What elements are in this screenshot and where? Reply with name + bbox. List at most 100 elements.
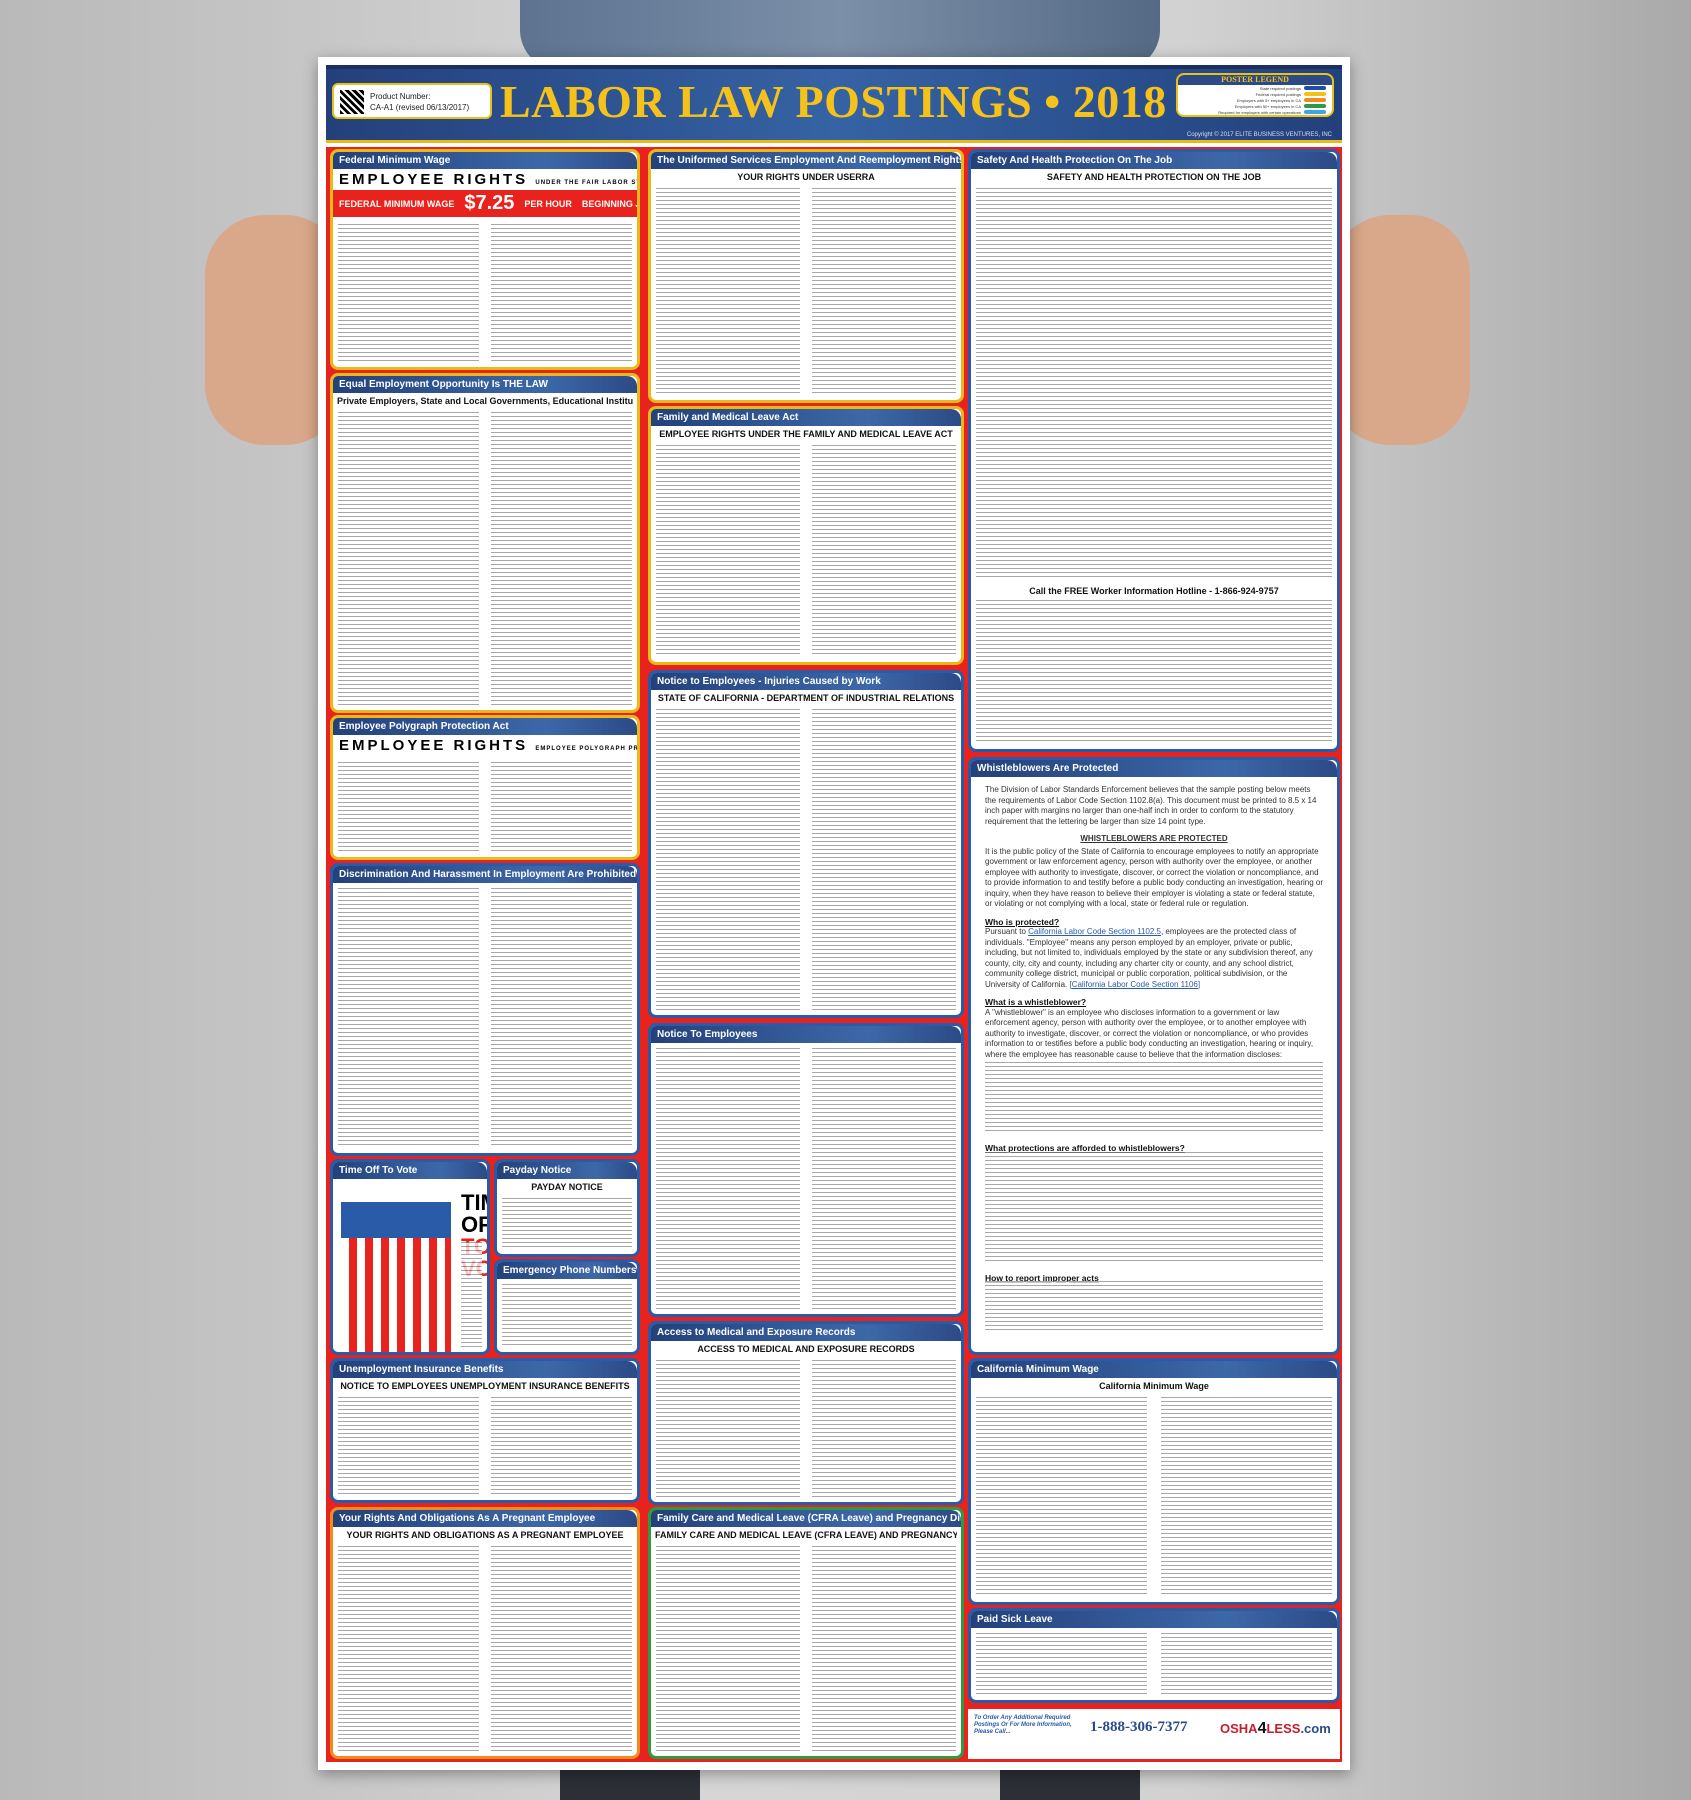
body-text <box>985 1062 1323 1132</box>
section-title: Paid Sick Leave <box>971 1611 1337 1628</box>
postings-grid: Federal Minimum Wage EMPLOYEE RIGHTS UNDE… <box>326 147 1342 1762</box>
body-text <box>502 1198 632 1249</box>
section-subtitle: FAMILY CARE AND MEDICAL LEAVE (CFRA LEAV… <box>655 1530 957 1540</box>
legend-item: Employers with 50+ employees in CA <box>1178 103 1332 109</box>
body-text <box>338 1546 632 1751</box>
section-title: Federal Minimum Wage <box>333 152 637 169</box>
right-hand <box>1330 215 1470 445</box>
body-text <box>338 762 632 852</box>
legend-item: Federal required postings <box>1178 91 1332 97</box>
right-leg <box>1000 1770 1140 1800</box>
section-camw: California Minimum Wage California Minimu… <box>968 1358 1340 1605</box>
section-subtitle: PAYDAY NOTICE <box>531 1182 603 1192</box>
section-subtitle: EMPLOYEE RIGHTS UNDER THE FAMILY AND MED… <box>659 429 953 439</box>
legend-item: State required postings <box>1178 85 1332 91</box>
section-unemp: Unemployment Insurance Benefits NOTICE TO… <box>330 1358 640 1503</box>
er-subtitle: UNDER THE FAIR LABOR STANDARDS ACT <box>535 180 640 186</box>
body-text <box>656 1048 956 1309</box>
legend-label: State required postings <box>1259 85 1301 91</box>
body-text <box>656 709 956 1010</box>
labor-code-1102-link[interactable]: California Labor Code Section 1102.5 <box>1028 927 1161 936</box>
section-subtitle: SAFETY AND HEALTH PROTECTION ON THE JOB <box>1046 172 1262 182</box>
effective-date: BEGINNING JULY 24, 2009 <box>581 198 640 209</box>
section-title: Notice to Employees - Injuries Caused by… <box>651 673 961 690</box>
section-eeo: Equal Employment Opportunity Is THE LAW P… <box>330 373 640 713</box>
heading-who: Who is protected? <box>985 916 1060 927</box>
left-leg <box>560 1770 700 1800</box>
er-title: EMPLOYEE RIGHTS <box>339 171 529 188</box>
legend-swatch <box>1304 110 1326 114</box>
hotline: Call the FREE Worker Information Hotline… <box>1029 586 1279 596</box>
section-disc: Discrimination And Harassment In Employm… <box>330 863 640 1156</box>
section-title: Unemployment Insurance Benefits <box>333 1361 637 1378</box>
section-vote: Time Off To VoteTIME OFFTO VOTE <box>330 1159 490 1355</box>
section-payday: Payday Notice PAYDAY NOTICE <box>494 1159 640 1257</box>
section-title: California Minimum Wage <box>971 1361 1337 1378</box>
legend-label: Required for employers with certain oper… <box>1218 109 1301 115</box>
legend-label: Federal required postings <box>1255 91 1301 97</box>
legend-swatch <box>1304 98 1326 102</box>
body-text <box>976 1397 1332 1597</box>
section-preg: Your Rights And Obligations As A Pregnan… <box>330 1507 640 1759</box>
section-subtitle: California Minimum Wage <box>1099 1381 1209 1391</box>
heading-report: How to report improper acts <box>985 1272 1099 1283</box>
section-subtitle: Private Employers, State and Local Gover… <box>337 396 633 406</box>
employee-rights-heading: EMPLOYEE RIGHTS EMPLOYEE POLYGRAPH PROTE… <box>333 735 637 756</box>
body-text <box>461 1242 482 1347</box>
legend-label: Employers with 50+ employees in CA <box>1234 103 1301 109</box>
section-cfra: Family Care and Medical Leave (CFRA Leav… <box>648 1507 964 1759</box>
body-text <box>338 1397 632 1495</box>
brand-part: 4 <box>1257 1720 1267 1737</box>
section-subtitle: YOUR RIGHTS AND OBLIGATIONS AS A PREGNAN… <box>346 1530 624 1540</box>
minimum-wage-band: FEDERAL MINIMUM WAGE $7.25 PER HOUR BEGINNI… <box>333 190 637 217</box>
heading-protections: What protections are afforded to whistle… <box>985 1143 1185 1153</box>
section-inj: Notice to Employees - Injuries Caused by… <box>648 670 964 1018</box>
brand-part: OSHA <box>1220 1721 1258 1736</box>
er-title: EMPLOYEE RIGHTS <box>339 737 529 754</box>
poster-title: LABOR LAW POSTINGS • 2018 <box>500 76 1167 127</box>
labor-code-1106-link[interactable]: [California Labor Code Section 1106] <box>1069 979 1201 989</box>
section-subtitle: ACCESS TO MEDICAL AND EXPOSURE RECORDS <box>697 1344 915 1354</box>
offices-list <box>976 600 1332 744</box>
vote-line-1: TIME OFF <box>461 1190 487 1237</box>
order-footer: To Order Any Additional Required Posting… <box>968 1706 1340 1759</box>
legend-label: Employers with 5+ employees in CA <box>1236 97 1301 103</box>
legend-swatch <box>1304 92 1326 96</box>
er-subtitle: EMPLOYEE POLYGRAPH PROTECTION ACT <box>535 746 639 752</box>
legend-item: Employers with 5+ employees in CA <box>1178 97 1332 103</box>
section-subtitle: YOUR RIGHTS UNDER USERRA <box>737 172 875 182</box>
order-phone[interactable]: 1-888-306-7377 <box>1090 1719 1188 1735</box>
section-title: Emergency Phone Numbers <box>497 1262 637 1279</box>
section-title: Equal Employment Opportunity Is THE LAW <box>333 376 637 393</box>
section-emerg: Emergency Phone Numbers <box>494 1259 640 1355</box>
whistleblower-body: The Division of Labor Standards Enforcem… <box>971 777 1337 1344</box>
intro: The Division of Labor Standards Enforcem… <box>985 785 1317 826</box>
legend-swatch <box>1304 104 1326 108</box>
brand-part: .com <box>1300 1721 1331 1736</box>
legend-title: POSTER LEGEND <box>1178 75 1332 85</box>
poster-legend: POSTER LEGEND State required postings Fed… <box>1176 73 1334 117</box>
section-fmla: Family and Medical Leave Act EMPLOYEE RIG… <box>648 406 964 665</box>
employee-rights-heading: EMPLOYEE RIGHTS UNDER THE FAIR LABOR STA… <box>333 169 637 190</box>
section-title: Your Rights And Obligations As A Pregnan… <box>333 1510 637 1527</box>
section-title: The Uniformed Services Employment And Re… <box>651 152 961 169</box>
section-subtitle: STATE OF CALIFORNIA - DEPARTMENT OF INDU… <box>657 693 955 703</box>
section-userra: The Uniformed Services Employment And Re… <box>648 149 964 403</box>
body-text <box>985 1151 1323 1262</box>
body-text <box>338 888 632 1148</box>
section-fmw: Federal Minimum Wage EMPLOYEE RIGHTS UNDE… <box>330 149 640 370</box>
section-subtitle: NOTICE TO EMPLOYEES UNEMPLOYMENT INSURAN… <box>340 1381 630 1391</box>
section-title: Family and Medical Leave Act <box>651 409 961 426</box>
wage-amount: $7.25 <box>464 192 515 214</box>
copyright: Copyright © 2017 ELITE BUSINESS VENTURES… <box>1186 132 1332 138</box>
section-title: Payday Notice <box>497 1162 637 1179</box>
order-text: To Order Any Additional Required Posting… <box>974 1715 1072 1735</box>
body-text <box>976 1633 1332 1695</box>
body-text <box>976 188 1332 578</box>
section-title: Safety And Health Protection On The Job <box>971 152 1337 169</box>
body-text <box>656 445 956 657</box>
section-title: Access to Medical and Exposure Records <box>651 1324 961 1341</box>
what-text: A "whistleblower" is an employee who dis… <box>985 1007 1314 1059</box>
body-text <box>656 1546 956 1751</box>
qr-code-icon <box>340 90 364 114</box>
